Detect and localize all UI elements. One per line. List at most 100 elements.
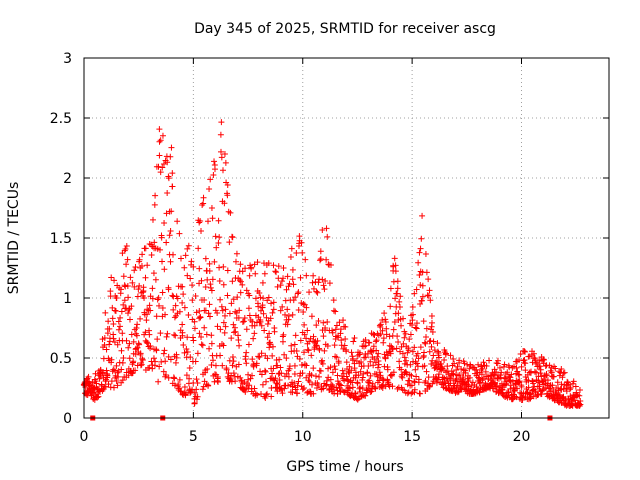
data-point bbox=[328, 381, 335, 388]
data-point bbox=[380, 377, 387, 384]
data-point bbox=[269, 343, 276, 350]
data-point bbox=[173, 312, 180, 319]
data-point bbox=[556, 391, 563, 398]
data-point bbox=[243, 349, 250, 356]
data-point bbox=[261, 367, 268, 374]
data-point bbox=[232, 378, 239, 385]
data-point bbox=[323, 377, 330, 384]
data-point bbox=[259, 302, 266, 309]
data-point bbox=[155, 378, 162, 385]
data-point bbox=[466, 374, 473, 381]
data-point bbox=[319, 227, 326, 234]
data-point bbox=[325, 365, 332, 372]
data-point bbox=[242, 388, 249, 395]
data-point bbox=[327, 262, 334, 269]
data-point bbox=[232, 308, 239, 315]
data-point bbox=[276, 356, 283, 363]
data-point bbox=[422, 333, 429, 340]
data-point bbox=[396, 298, 403, 305]
data-point bbox=[223, 366, 230, 373]
data-point bbox=[332, 308, 339, 315]
data-point bbox=[277, 282, 284, 289]
data-point bbox=[300, 300, 307, 307]
data-point bbox=[234, 294, 241, 301]
data-point bbox=[157, 330, 164, 337]
data-point bbox=[309, 279, 316, 286]
data-point bbox=[156, 138, 163, 145]
data-point bbox=[497, 372, 504, 379]
data-point bbox=[498, 369, 505, 376]
data-point bbox=[279, 390, 286, 397]
data-point bbox=[193, 386, 200, 393]
data-point bbox=[411, 290, 418, 297]
data-point bbox=[527, 390, 534, 397]
data-point bbox=[278, 386, 285, 393]
data-point bbox=[430, 352, 437, 359]
data-point bbox=[124, 282, 131, 289]
data-point bbox=[357, 389, 364, 396]
data-point bbox=[350, 338, 357, 345]
data-point bbox=[258, 391, 265, 398]
data-point bbox=[417, 301, 424, 308]
data-point bbox=[395, 338, 402, 345]
data-point bbox=[221, 312, 228, 319]
data-point bbox=[373, 347, 380, 354]
data-point bbox=[169, 292, 176, 299]
data-point bbox=[142, 329, 149, 336]
data-point bbox=[207, 176, 214, 183]
data-point bbox=[118, 347, 125, 354]
data-point bbox=[359, 374, 366, 381]
data-point bbox=[159, 304, 166, 311]
data-point bbox=[572, 383, 579, 390]
data-point bbox=[229, 362, 236, 369]
data-point bbox=[176, 230, 183, 237]
data-point bbox=[143, 317, 150, 324]
data-point bbox=[327, 376, 334, 383]
data-point bbox=[205, 218, 212, 225]
data-point bbox=[366, 377, 373, 384]
data-point bbox=[104, 330, 111, 337]
data-point bbox=[407, 361, 414, 368]
data-point bbox=[153, 347, 160, 354]
data-point bbox=[182, 252, 189, 259]
data-point bbox=[394, 333, 401, 340]
data-point bbox=[205, 382, 212, 389]
data-point bbox=[276, 376, 283, 383]
data-point bbox=[269, 352, 276, 359]
data-point bbox=[285, 283, 292, 290]
data-point bbox=[339, 367, 346, 374]
data-point bbox=[412, 366, 419, 373]
x-tick-label: 20 bbox=[513, 429, 531, 445]
data-point bbox=[123, 242, 130, 249]
data-point bbox=[317, 367, 324, 374]
data-point bbox=[409, 311, 416, 318]
data-point bbox=[576, 386, 583, 393]
data-point bbox=[162, 358, 169, 365]
data-point bbox=[301, 321, 308, 328]
data-point bbox=[190, 337, 197, 344]
data-point bbox=[146, 302, 153, 309]
data-point bbox=[431, 347, 438, 354]
data-point bbox=[196, 315, 203, 322]
data-point bbox=[338, 382, 345, 389]
data-point bbox=[181, 383, 188, 390]
data-point bbox=[194, 379, 201, 386]
data-point bbox=[274, 362, 281, 369]
data-point bbox=[174, 218, 181, 225]
data-point bbox=[112, 308, 119, 315]
data-point bbox=[222, 159, 229, 166]
data-point bbox=[118, 308, 125, 315]
data-point bbox=[535, 391, 542, 398]
data-point bbox=[262, 368, 269, 375]
data-point bbox=[517, 389, 524, 396]
data-point bbox=[105, 381, 112, 388]
data-point bbox=[193, 309, 200, 316]
data-point bbox=[152, 192, 159, 199]
data-point bbox=[319, 276, 326, 283]
data-point bbox=[269, 370, 276, 377]
data-point bbox=[343, 348, 350, 355]
data-point bbox=[369, 380, 376, 387]
data-point bbox=[560, 370, 567, 377]
data-point bbox=[558, 365, 565, 372]
